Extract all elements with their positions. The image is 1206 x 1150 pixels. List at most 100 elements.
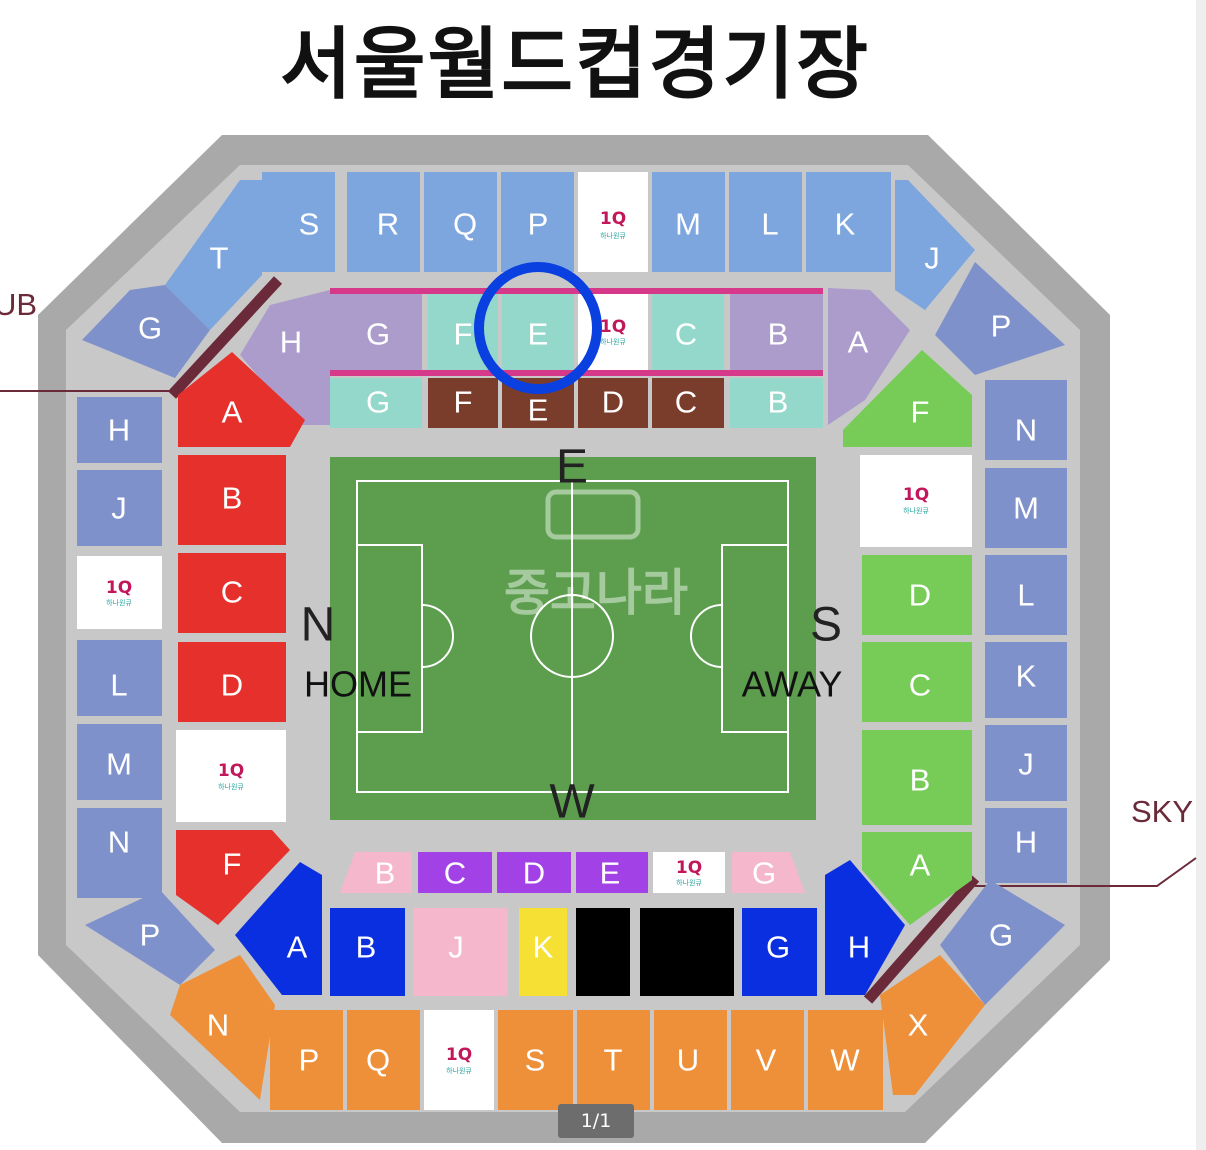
watermark-text: 중고나라: [504, 564, 688, 622]
compass-north: N: [301, 599, 336, 652]
page-counter: 1/1: [558, 1104, 634, 1138]
section-west-l[interactable]: [77, 640, 162, 716]
section-inner-a[interactable]: [828, 288, 910, 425]
section-east-h[interactable]: [985, 808, 1067, 883]
sky-pointer: [975, 857, 1197, 887]
section-south-b[interactable]: [340, 852, 412, 893]
svg-text:F: F: [454, 385, 473, 420]
section-east-k[interactable]: [985, 642, 1067, 718]
logo-mark: 1Q: [446, 1045, 472, 1065]
svg-text:Q: Q: [366, 1043, 390, 1078]
section-inner-top-g[interactable]: [330, 288, 422, 373]
section-green-b[interactable]: [862, 730, 972, 825]
logo-mark: 1Q: [106, 578, 132, 598]
svg-text:L: L: [110, 668, 127, 703]
section-red-f[interactable]: [176, 830, 290, 925]
section-lower-g[interactable]: [742, 908, 817, 996]
section-upper-r[interactable]: [347, 172, 420, 272]
scrollbar[interactable]: [1196, 0, 1206, 1150]
svg-text:M: M: [106, 747, 132, 782]
section-upper-south-s[interactable]: [498, 1010, 573, 1110]
section-west-n[interactable]: [77, 808, 162, 898]
section-east-m[interactable]: [985, 468, 1067, 548]
section-upper-q[interactable]: [424, 172, 497, 272]
svg-text:S: S: [525, 1043, 546, 1078]
svg-text:H: H: [280, 325, 302, 360]
section-sw-p[interactable]: [85, 890, 215, 985]
logo-mark: 1Q: [600, 209, 626, 229]
section-west-h[interactable]: [77, 397, 162, 463]
svg-text:P: P: [299, 1043, 320, 1078]
section-upper-south-p[interactable]: [270, 1010, 343, 1110]
section-inner-bottom-b[interactable]: [730, 378, 823, 428]
svg-text:G: G: [366, 385, 390, 420]
section-lower-j[interactable]: [413, 908, 508, 996]
svg-text:T: T: [210, 241, 229, 276]
section-upper-s[interactable]: [262, 172, 335, 272]
section-upper-k[interactable]: [806, 172, 891, 272]
section-upper-m[interactable]: [652, 172, 725, 272]
section-upper-p-east[interactable]: [935, 262, 1065, 375]
section-west-m[interactable]: [77, 724, 162, 800]
section-inner-bottom-c[interactable]: [652, 378, 724, 428]
section-se-x[interactable]: [880, 955, 985, 1095]
section-inner-bottom-g[interactable]: [330, 378, 422, 428]
section-upper-l[interactable]: [729, 172, 802, 272]
section-inner-top-e[interactable]: [502, 288, 574, 373]
away-label: AWAY: [742, 664, 843, 705]
section-upper-south-t[interactable]: [577, 1010, 650, 1110]
section-lower-b[interactable]: [330, 908, 405, 996]
east-green-sections: F D C B A: [843, 350, 972, 925]
section-east-l[interactable]: [985, 555, 1067, 635]
section-lower-k[interactable]: [519, 908, 567, 996]
section-upper-south-u[interactable]: [654, 1010, 727, 1110]
section-lower-h[interactable]: [825, 860, 905, 995]
section-upper-t[interactable]: [165, 180, 262, 330]
section-lower-black-2: [640, 908, 734, 996]
section-se-g[interactable]: [940, 880, 1065, 1005]
section-inner-top-c[interactable]: [652, 288, 724, 373]
svg-text:U: U: [677, 1043, 699, 1078]
section-south-c[interactable]: [418, 852, 492, 893]
svg-text:C: C: [675, 317, 697, 352]
section-inner-bottom-d[interactable]: [578, 378, 648, 428]
logo-block-west: [77, 556, 162, 629]
seat-selection-marker: [474, 262, 602, 394]
logo-sub: 하나원큐: [600, 337, 626, 346]
section-red-d[interactable]: [178, 642, 286, 722]
logo-mark: 1Q: [218, 761, 244, 781]
section-upper-p[interactable]: [501, 172, 574, 272]
section-upper-south-q[interactable]: [347, 1010, 420, 1110]
section-red-b[interactable]: [178, 455, 286, 545]
section-inner-bottom-f[interactable]: [428, 378, 498, 428]
west-slate-sections: H J L M N: [77, 397, 162, 898]
section-inner-h[interactable]: [240, 290, 330, 425]
section-green-a[interactable]: [862, 832, 972, 925]
svg-text:E: E: [528, 317, 549, 352]
section-upper-g-west[interactable]: [82, 285, 210, 378]
section-south-g[interactable]: [732, 852, 805, 893]
svg-text:A: A: [287, 930, 308, 965]
section-lower-a[interactable]: [235, 862, 322, 995]
section-sw-n[interactable]: [170, 955, 275, 1100]
svg-text:B: B: [768, 385, 789, 420]
logo-sub: 하나원큐: [903, 506, 929, 515]
section-upper-j-east[interactable]: [895, 180, 975, 310]
section-west-j[interactable]: [77, 470, 162, 546]
compass-south: S: [810, 599, 842, 652]
logo-block-south-inner: [653, 852, 725, 893]
section-upper-south-w[interactable]: [808, 1010, 883, 1110]
section-green-d[interactable]: [862, 555, 972, 635]
section-inner-top-b[interactable]: [730, 288, 823, 373]
section-green-c[interactable]: [862, 642, 972, 722]
section-south-e[interactable]: [576, 852, 648, 893]
section-green-f[interactable]: [843, 350, 972, 447]
logo-sub: 하나원큐: [600, 231, 626, 240]
section-east-n[interactable]: [985, 380, 1067, 460]
svg-text:V: V: [756, 1043, 777, 1078]
section-east-j[interactable]: [985, 725, 1067, 801]
section-red-c[interactable]: [178, 553, 286, 633]
section-upper-south-v[interactable]: [731, 1010, 804, 1110]
section-south-d[interactable]: [497, 852, 571, 893]
section-red-a[interactable]: [178, 352, 305, 447]
